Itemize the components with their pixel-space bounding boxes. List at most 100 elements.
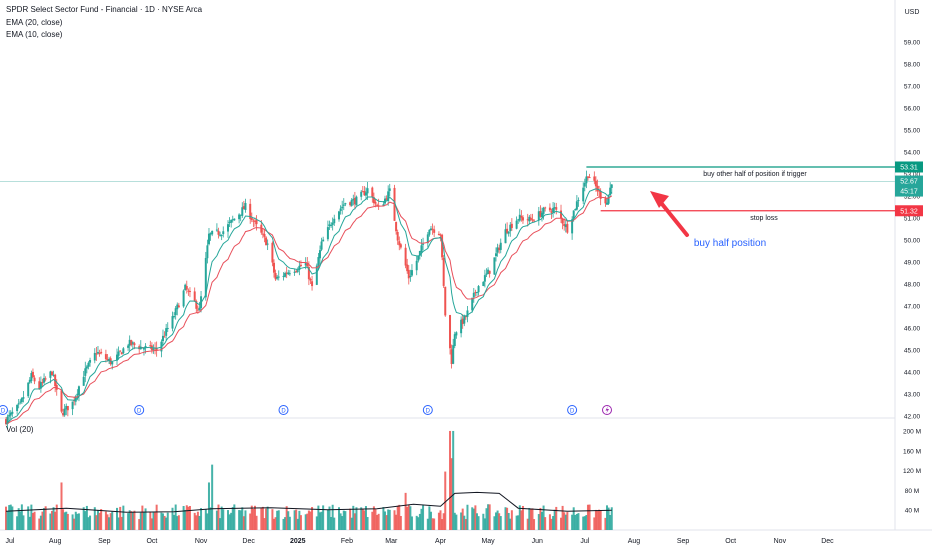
candle-body: [73, 400, 76, 402]
candle-body: [331, 222, 334, 225]
candle-body: [166, 327, 169, 329]
candle-body: [9, 412, 12, 416]
candle-body: [571, 219, 574, 234]
volume-bar: [521, 505, 524, 530]
volume-bar: [418, 513, 421, 530]
lightning-icon: [605, 406, 610, 414]
volume-bar: [563, 512, 566, 530]
volume-bar: [255, 515, 258, 530]
volume-bar: [261, 506, 264, 530]
candle-body: [477, 286, 480, 293]
candle-body: [596, 185, 599, 192]
candle-body: [241, 207, 244, 216]
volume-bar: [238, 510, 241, 530]
candle-body: [342, 204, 345, 206]
candle-body: [604, 198, 607, 204]
volume-bar: [353, 513, 356, 530]
candle-body: [220, 234, 223, 236]
candle-body: [242, 206, 245, 210]
volume-bar: [482, 513, 485, 530]
volume-bar: [54, 511, 57, 530]
volume-bar: [474, 505, 477, 530]
candle-body: [285, 272, 288, 274]
volume-bar: [360, 507, 363, 530]
volume-bar: [404, 492, 407, 530]
volume-bar: [219, 518, 222, 530]
volume-bar: [483, 518, 486, 530]
volume-bar: [6, 511, 9, 530]
volume-bar: [22, 515, 25, 530]
volume-bar: [95, 515, 98, 530]
volume-bar: [507, 512, 510, 530]
candle-body: [306, 263, 309, 267]
volume-bar: [120, 516, 123, 530]
volume-bar: [428, 506, 431, 530]
candle-body: [460, 319, 463, 334]
candle-body: [144, 345, 147, 348]
price-tick: 59.00: [904, 39, 921, 46]
level-lines: [586, 166, 895, 212]
volume-bar: [304, 514, 307, 530]
ema-lines: [5, 188, 613, 425]
volume-bar: [233, 504, 236, 530]
volume-bar: [520, 510, 523, 530]
volume-bar: [593, 517, 596, 530]
candle-body: [30, 373, 33, 381]
candle-body: [382, 204, 385, 207]
candle-body: [496, 247, 499, 253]
volume-bar: [382, 507, 385, 530]
volume-bar: [407, 504, 410, 530]
volume-bar: [409, 506, 412, 530]
volume-bar: [195, 515, 198, 530]
candle-body: [117, 351, 120, 356]
volume-bar: [41, 511, 44, 530]
volume-bar: [596, 510, 599, 530]
symbol-title[interactable]: SPDR Select Sector Fund - Financial · 1D…: [6, 5, 203, 14]
volume-bar: [540, 511, 543, 530]
last-price-badge: [895, 175, 923, 187]
volume-bar: [295, 509, 298, 530]
candle-body: [8, 414, 11, 417]
candle-body: [366, 188, 369, 194]
time-tick: Dec: [821, 538, 834, 545]
time-tick: Aug: [49, 538, 62, 545]
volume-bar: [488, 504, 491, 530]
time-tick: Jul: [580, 538, 589, 545]
volume-bar: [498, 513, 501, 530]
volume-bar: [452, 430, 455, 530]
volume-bar: [450, 458, 453, 530]
candle-body: [274, 272, 277, 280]
volume-bar: [444, 471, 447, 530]
candle-body: [185, 286, 188, 290]
candle-body: [426, 234, 429, 244]
volume-bar: [471, 507, 474, 530]
volume-legend[interactable]: Vol (20): [6, 425, 34, 434]
candlesticks: [5, 170, 613, 429]
volume-bar: [220, 506, 223, 530]
candle-body: [52, 374, 55, 376]
volume-bar: [537, 514, 540, 530]
volume-bar: [415, 515, 418, 530]
candle-body: [555, 207, 558, 210]
volume-tick: 160 M: [903, 448, 921, 455]
candle-body: [311, 281, 314, 287]
candle-body: [433, 229, 436, 233]
candle-body: [598, 190, 601, 192]
arrow-head: [650, 191, 669, 208]
ema10-legend[interactable]: EMA (10, close): [6, 30, 63, 39]
volume-bar: [253, 505, 256, 530]
volume-bar: [222, 509, 225, 530]
candle-body: [449, 315, 452, 349]
candle-body: [28, 379, 31, 383]
volume-bars: [5, 430, 613, 530]
ema20-legend[interactable]: EMA (20, close): [6, 18, 63, 27]
volume-bar: [228, 514, 231, 530]
candle-body: [43, 378, 46, 383]
volume-bar: [387, 509, 390, 530]
candle-body: [299, 264, 302, 267]
candle-body: [606, 202, 609, 205]
candle-body: [287, 272, 290, 275]
candle-body: [108, 358, 111, 361]
candle-body: [353, 197, 356, 205]
